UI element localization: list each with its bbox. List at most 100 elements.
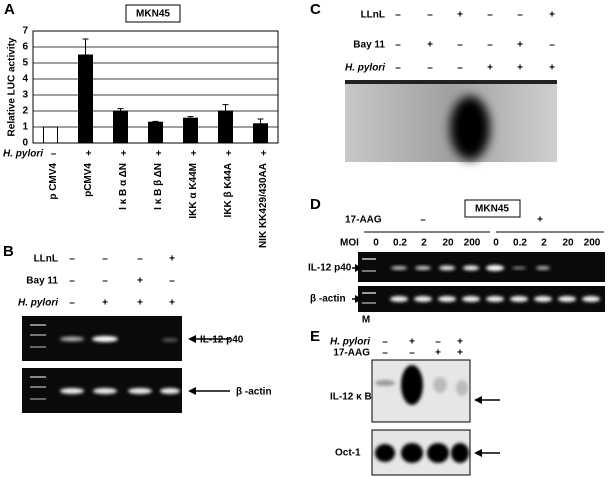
sign: + [409, 337, 415, 348]
bar [253, 123, 268, 144]
row-label: LLnL [34, 254, 58, 265]
sign: + [169, 254, 175, 265]
y-tick-label: 2 [22, 106, 28, 117]
panel-label: B [3, 243, 14, 260]
row-label: Bay 11 [353, 40, 385, 51]
sign: – [395, 63, 401, 74]
gel-c [345, 80, 557, 162]
band-label: Oct-1 [335, 448, 361, 459]
panel-title: MKN45 [475, 204, 509, 215]
condition-sign: + [191, 149, 197, 160]
moi-value: 0 [373, 238, 379, 249]
y-tick-label: 5 [22, 58, 28, 69]
sign: – [395, 10, 401, 21]
bar [43, 126, 58, 144]
condition-sign: + [156, 149, 162, 160]
row-label: H. pylori [330, 337, 370, 348]
panel-label: A [4, 1, 15, 18]
sign: – [395, 40, 401, 51]
bar [183, 117, 198, 144]
row-label: H. pylori [345, 63, 385, 74]
sign: – [69, 298, 75, 309]
sign: + [427, 40, 433, 51]
sign: – [435, 337, 441, 348]
sign: – [487, 10, 493, 21]
sign: + [487, 63, 493, 74]
sign: – [457, 63, 463, 74]
sign: – [487, 40, 493, 51]
moi-value: 20 [442, 238, 454, 249]
moi-value: 0.2 [393, 238, 407, 249]
sign: – [549, 40, 555, 51]
row-label: 17-AAG [333, 348, 370, 359]
sign: – [69, 254, 75, 265]
y-tick-label: 0 [22, 138, 28, 149]
sign: + [457, 10, 463, 21]
moi-value: 200 [464, 238, 481, 249]
sign: + [169, 298, 175, 309]
condition-sign: – [51, 149, 57, 160]
x-tick-label: p CMV4 [48, 163, 59, 200]
y-tick-label: 7 [22, 26, 28, 37]
band-label: IL-12 p40 [308, 263, 352, 274]
treatment-label: 17-AAG [345, 215, 382, 226]
y-tick-label: 1 [22, 122, 28, 133]
panel-label: D [310, 196, 321, 213]
sign: – [427, 63, 433, 74]
panel-label: C [310, 1, 321, 18]
band-label: β -actin [236, 387, 272, 398]
moi-value: 0.2 [513, 238, 527, 249]
sign: – [517, 10, 523, 21]
band-label: IL-12 p40 [200, 335, 244, 346]
x-tick-label: I κ B α ΔN [118, 163, 129, 210]
sign: + [457, 337, 463, 348]
sign: + [457, 348, 463, 359]
row-label: LLnL [361, 10, 385, 21]
condition-sign: + [226, 149, 232, 160]
sign: + [549, 10, 555, 21]
moi-value: 2 [541, 238, 547, 249]
row-label: Bay 11 [26, 276, 58, 287]
panel-label: E [310, 328, 320, 345]
condition-sign: + [86, 149, 92, 160]
sign: – [137, 254, 143, 265]
bar [148, 121, 163, 144]
moi-value: 20 [562, 238, 574, 249]
sign: – [382, 348, 388, 359]
sign: – [457, 40, 463, 51]
x-tick-label: I κ B β ΔN [153, 163, 164, 210]
x-tick-label: IKK β K44A [223, 163, 234, 217]
moi-value: 2 [421, 238, 427, 249]
group-sign: + [537, 215, 543, 226]
condition-label: H. pylori [3, 149, 43, 160]
band-label: β -actin [310, 294, 346, 305]
condition-sign: + [261, 149, 267, 160]
sign: – [69, 276, 75, 287]
moi-value: 0 [493, 238, 499, 249]
gel-e [371, 359, 500, 476]
sign: + [517, 40, 523, 51]
sign: – [102, 276, 108, 287]
sign: + [435, 348, 441, 359]
x-tick-label: pCMV4 [83, 163, 94, 197]
sign: + [517, 63, 523, 74]
bar [78, 54, 93, 144]
row-label: H. pylori [18, 298, 58, 309]
sign: – [169, 276, 175, 287]
sign: – [427, 10, 433, 21]
moi-label: MOI [340, 238, 359, 249]
gel-d [352, 252, 605, 312]
sign: + [137, 298, 143, 309]
sign: + [137, 276, 143, 287]
condition-sign: + [121, 149, 127, 160]
marker-label: M [362, 315, 370, 326]
title-box [464, 199, 521, 218]
sign: – [102, 254, 108, 265]
y-axis-label: Relative LUC activity [7, 37, 18, 136]
sign: + [549, 63, 555, 74]
y-tick-label: 3 [22, 90, 28, 101]
sign: – [409, 348, 415, 359]
band-label: IL-12 κ B [330, 392, 372, 403]
bar [113, 110, 128, 144]
